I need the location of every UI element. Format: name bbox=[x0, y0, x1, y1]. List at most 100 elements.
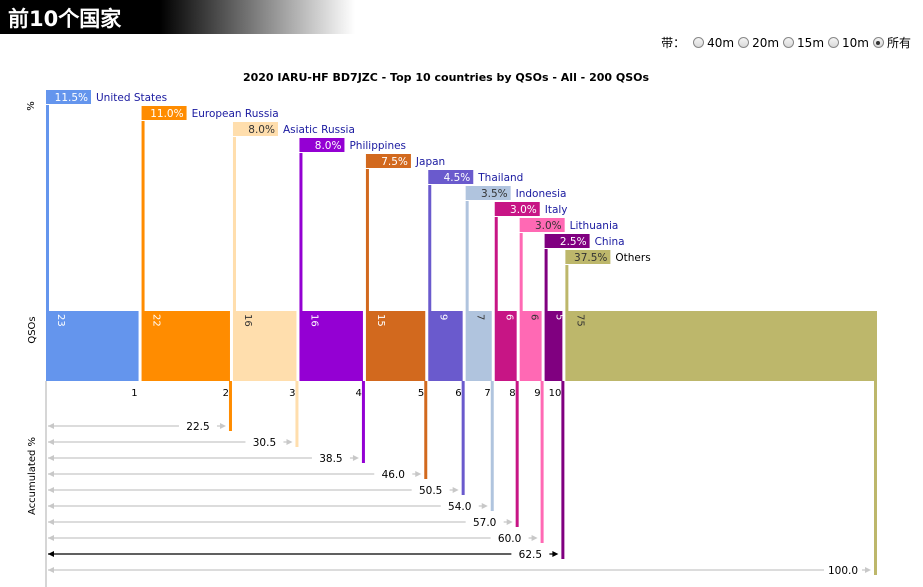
chart-title: 2020 IARU-HF BD7JZC - Top 10 countries b… bbox=[243, 71, 650, 84]
accumulated-label-bg bbox=[411, 484, 450, 496]
radio-15m[interactable] bbox=[783, 37, 795, 48]
rank-label: 9 bbox=[534, 388, 540, 399]
accumulated-drop-line bbox=[561, 381, 565, 559]
band-option-40m[interactable]: 40m bbox=[693, 36, 734, 50]
country-label: Philippines bbox=[349, 140, 406, 152]
accumulated-drop-line bbox=[515, 381, 519, 527]
band-option-20m[interactable]: 20m bbox=[738, 36, 779, 50]
country-label: Italy bbox=[545, 204, 568, 216]
percent-label: 11.5% bbox=[55, 92, 88, 104]
percent-badge bbox=[519, 218, 565, 232]
qso-bar bbox=[141, 311, 230, 381]
percent-stem bbox=[365, 169, 369, 311]
accumulated-arrow-head-left bbox=[48, 487, 54, 493]
accumulated-label-bg bbox=[374, 468, 413, 480]
percent-stem bbox=[494, 217, 498, 311]
qso-bar bbox=[46, 311, 139, 381]
rank-label: 3 bbox=[289, 388, 295, 399]
header-bar: 前10个国家 bbox=[0, 0, 355, 34]
accumulated-label-bg bbox=[490, 532, 529, 544]
percent-badge bbox=[565, 250, 611, 264]
percent-label: 37.5% bbox=[574, 252, 607, 264]
band-option-label: 15m bbox=[797, 35, 825, 50]
accumulated-axis-label: Accumulated % bbox=[27, 437, 38, 515]
percent-badge bbox=[299, 138, 345, 152]
accumulated-arrow-head-right bbox=[352, 455, 359, 461]
accumulated-arrow-head-right bbox=[481, 503, 488, 509]
qso-bar bbox=[232, 311, 297, 381]
radio-40m[interactable] bbox=[693, 37, 705, 48]
percent-stem bbox=[232, 137, 236, 311]
band-filter-label: 带： bbox=[661, 36, 686, 50]
accumulated-label: 30.5 bbox=[253, 437, 276, 449]
percent-label: 2.5% bbox=[560, 236, 587, 248]
percent-stem bbox=[299, 153, 303, 311]
accumulated-arrow-head-right bbox=[219, 423, 226, 429]
percent-badge bbox=[494, 202, 540, 216]
qso-count-label: 16 bbox=[308, 314, 319, 327]
accumulated-label: 60.0 bbox=[498, 533, 521, 545]
accumulated-drop-line bbox=[424, 381, 428, 479]
rank-label: 6 bbox=[455, 388, 461, 399]
qso-bar bbox=[565, 311, 877, 381]
percent-badge bbox=[46, 90, 91, 104]
rank-label: 2 bbox=[223, 388, 229, 399]
percent-label: 3.0% bbox=[535, 220, 562, 232]
accumulated-drop-line bbox=[490, 381, 494, 511]
band-filter: 带： 40m 20m 15m 10m 所有 bbox=[661, 34, 911, 51]
accumulated-label-bg bbox=[178, 420, 217, 432]
accumulated-drop-line bbox=[295, 381, 299, 447]
accumulated-label-bg bbox=[245, 436, 284, 448]
qso-count-label: 15 bbox=[375, 314, 386, 327]
country-label: Indonesia bbox=[516, 188, 567, 200]
rank-label: 4 bbox=[356, 388, 362, 399]
percent-label: 7.5% bbox=[381, 156, 408, 168]
qso-bar bbox=[299, 311, 363, 381]
band-option-label: 10m bbox=[842, 35, 869, 50]
country-label: European Russia bbox=[192, 108, 279, 120]
accumulated-drop-line bbox=[540, 381, 544, 543]
percent-label: 8.0% bbox=[248, 124, 275, 136]
qso-bar bbox=[544, 311, 563, 381]
radio-all[interactable] bbox=[872, 37, 884, 48]
accumulated-arrow-head-left bbox=[48, 503, 54, 509]
accumulated-arrow-head-left bbox=[48, 535, 54, 541]
percent-label: 11.0% bbox=[150, 108, 183, 120]
band-option-15m[interactable]: 15m bbox=[783, 36, 824, 50]
accumulated-label: 46.0 bbox=[382, 469, 405, 481]
accumulated-arrow-head-left bbox=[48, 519, 54, 525]
radio-20m[interactable] bbox=[738, 37, 750, 48]
percent-stem bbox=[428, 185, 432, 311]
qso-bar bbox=[465, 311, 492, 381]
rank-label: 10 bbox=[549, 388, 562, 399]
accumulated-arrow-head-left bbox=[48, 423, 54, 429]
page-title: 前10个国家 bbox=[8, 7, 122, 31]
band-option-label: 40m bbox=[707, 35, 735, 50]
rank-label: 7 bbox=[484, 388, 490, 399]
percent-stem bbox=[565, 265, 569, 311]
qso-bar bbox=[428, 311, 463, 381]
qso-count-label: 7 bbox=[475, 314, 486, 320]
country-label: United States bbox=[96, 92, 167, 104]
qsos-axis-label: QSOs bbox=[27, 316, 38, 343]
band-option-label: 20m bbox=[752, 35, 780, 50]
percent-badge bbox=[365, 154, 411, 168]
radio-10m[interactable] bbox=[828, 37, 840, 48]
percent-badge bbox=[544, 234, 590, 248]
accumulated-arrow-head-left bbox=[48, 551, 54, 557]
percent-stem bbox=[519, 233, 523, 311]
accumulated-label-bg bbox=[311, 452, 350, 464]
qso-count-label: 9 bbox=[437, 314, 448, 320]
band-option-all[interactable]: 所有 bbox=[872, 34, 911, 51]
accumulated-drop-line bbox=[361, 381, 365, 463]
percent-stem bbox=[46, 105, 49, 311]
band-option-10m[interactable]: 10m bbox=[828, 36, 869, 50]
qso-bar bbox=[519, 311, 542, 381]
percent-axis-label: % bbox=[26, 101, 37, 111]
qso-bar bbox=[365, 311, 426, 381]
qso-count-label: 23 bbox=[55, 314, 66, 327]
rank-label: 8 bbox=[509, 388, 515, 399]
percent-badge bbox=[428, 170, 474, 184]
percent-label: 3.5% bbox=[481, 188, 508, 200]
